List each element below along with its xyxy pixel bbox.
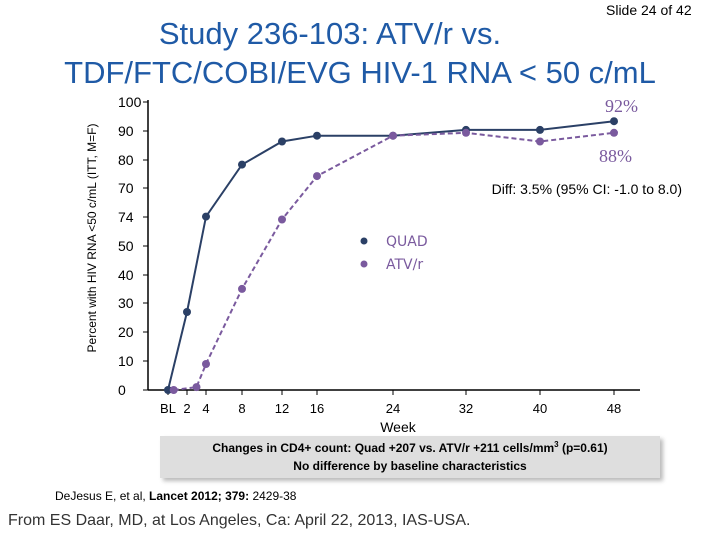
data-point (536, 137, 544, 146)
x-tick-label: 16 (310, 401, 324, 416)
y-tick-label: 100 (118, 94, 142, 110)
data-point (610, 117, 618, 126)
page-title-line1: Study 236-103: ATV/r vs. (158, 16, 502, 51)
data-point (202, 360, 210, 368)
y-tick-label: 30 (118, 295, 134, 311)
slide-number: Slide 24 of 42 (606, 2, 692, 18)
y-tick-label: 50 (118, 238, 134, 254)
x-tick-label: 48 (607, 401, 621, 416)
y-tick-label: 74 (118, 209, 134, 225)
reference-citation: DeJesus E, et al, Lancet 2012; 379: 2429… (55, 489, 297, 503)
atv-end-label: 88% (599, 146, 632, 166)
page-title-line2: TDF/FTC/COBI/EVG HIV-1 RNA < 50 c/mL (64, 55, 656, 90)
y-tick-label: 20 (118, 324, 134, 340)
y-tick-label: 40 (118, 267, 134, 283)
x-tick-label: 12 (275, 401, 289, 416)
x-tick-label: 40 (533, 401, 547, 416)
data-point (169, 386, 178, 394)
data-point (389, 131, 397, 140)
x-tick-label: 8 (238, 401, 245, 416)
x-tick-label: BL (160, 401, 176, 416)
y-tick-label: 80 (118, 152, 134, 168)
data-point (164, 386, 172, 394)
x-tick-label: 2 (183, 401, 190, 416)
x-tick-label: 4 (202, 401, 209, 416)
data-point (313, 172, 321, 181)
source-credit: From ES Daar, MD, at Los Angeles, Ca: Ap… (8, 512, 471, 529)
data-point (313, 131, 321, 140)
data-point (462, 128, 470, 137)
legend-marker-atv (360, 260, 368, 268)
baseline-note: No difference by baseline characteristic… (293, 459, 527, 473)
x-tick-label: 32 (459, 401, 473, 416)
legend-label-atv: ATV/r (386, 257, 423, 273)
data-point (238, 160, 246, 169)
x-axis-label: Week (380, 419, 417, 435)
data-point (183, 308, 191, 316)
y-axis-label: Percent with HIV RNA <50 c/mL (ITT, M=F) (85, 124, 99, 353)
quad-end-label: 92% (605, 96, 638, 116)
data-point (610, 128, 618, 137)
x-tick-label: 24 (386, 401, 400, 416)
y-tick-label: 90 (118, 123, 134, 139)
y-tick-label: 0 (118, 382, 126, 398)
difference-annotation: Diff: 3.5% (95% CI: -1.0 to 8.0) (492, 181, 682, 197)
legend-marker-quad (360, 237, 368, 245)
series-line (167, 120, 615, 391)
data-point (278, 215, 286, 224)
data-point (238, 284, 246, 293)
series-line (173, 131, 615, 391)
y-tick-label: 10 (118, 353, 134, 369)
legend-label-quad: QUAD (386, 234, 428, 250)
legend: QUAD ATV/r (360, 234, 428, 273)
data-point (202, 212, 210, 221)
cd4-info-box: Changes in CD4+ count: Quad +207 vs. ATV… (160, 436, 660, 478)
cd4-change-text: Changes in CD4+ count: Quad +207 vs. ATV… (212, 440, 608, 456)
data-point (536, 125, 544, 134)
data-point (278, 137, 286, 146)
data-point (192, 383, 201, 392)
y-tick-label: 70 (118, 180, 134, 196)
